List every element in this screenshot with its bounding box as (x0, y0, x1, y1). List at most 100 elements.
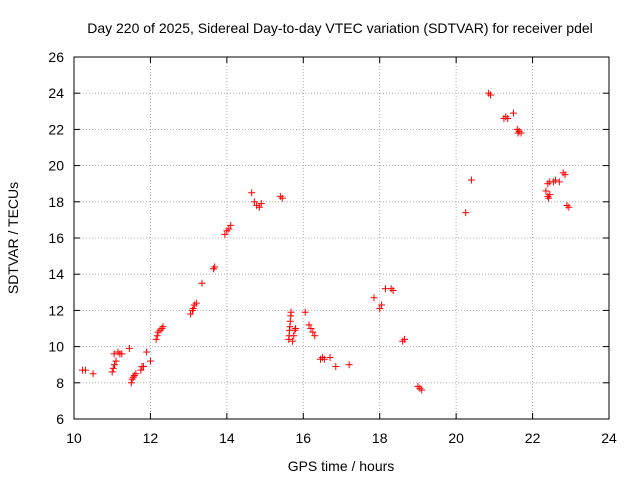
data-point (318, 353, 326, 361)
data-point (292, 325, 300, 332)
data-point (227, 221, 235, 229)
data-point (504, 115, 512, 123)
data-point (370, 294, 378, 302)
data-point (376, 305, 384, 313)
data-point (416, 384, 424, 392)
data-point (278, 194, 286, 202)
data-point (401, 335, 409, 343)
y-tick-label: 20 (48, 158, 64, 174)
axis-ticks: 10 12 14 16 18 20 22 24 6 8 10 12 14 16 18 20 22 24 26 (48, 49, 617, 446)
data-point (192, 299, 200, 307)
data-point (502, 113, 510, 121)
data-point (143, 348, 151, 356)
data-point (546, 191, 554, 199)
data-point (225, 225, 233, 233)
data-point (198, 279, 206, 287)
data-point (399, 337, 407, 345)
data-point (289, 337, 297, 345)
data-point (513, 125, 521, 133)
data-point (332, 363, 340, 371)
data-point (114, 348, 122, 356)
data-point (140, 363, 148, 371)
data-point (389, 286, 397, 294)
data-point (137, 366, 145, 374)
y-tick-label: 18 (48, 194, 64, 210)
x-tick-label: 22 (525, 430, 541, 446)
data-point (467, 176, 475, 184)
data-point (542, 187, 550, 195)
data-point (291, 326, 299, 334)
plot-frame (73, 56, 610, 420)
data-point (509, 109, 517, 117)
y-axis-label: SDTVAR / TECUs (5, 182, 21, 294)
x-tick-label: 14 (219, 430, 235, 446)
y-tick-label: 16 (48, 230, 64, 246)
gridlines (74, 57, 609, 419)
data-point (108, 368, 116, 376)
data-point (309, 328, 317, 336)
data-point (345, 361, 353, 369)
data-point (129, 373, 137, 381)
data-point (555, 178, 563, 186)
x-tick-label: 16 (295, 430, 311, 446)
data-point (158, 325, 166, 332)
y-tick-label: 10 (48, 339, 64, 355)
y-tick-label: 6 (56, 411, 64, 427)
x-tick-label: 12 (143, 430, 159, 446)
data-point (109, 364, 117, 372)
x-tick-label: 10 (66, 430, 82, 446)
data-point (132, 370, 140, 378)
data-point (153, 332, 161, 340)
data-points (78, 89, 573, 394)
data-point (378, 301, 386, 309)
data-point (257, 200, 265, 208)
data-point (250, 198, 258, 206)
data-point (223, 227, 231, 235)
data-point (128, 375, 136, 383)
x-axis-label: GPS time / hours (288, 458, 395, 474)
data-point (565, 203, 573, 211)
data-point (485, 89, 493, 97)
data-point (159, 323, 167, 331)
data-point (544, 180, 552, 188)
data-point (552, 176, 559, 184)
data-point (209, 265, 217, 273)
y-tick-label: 12 (48, 302, 64, 318)
data-point (127, 379, 135, 387)
x-tick-label: 18 (372, 430, 388, 446)
data-point (276, 192, 284, 200)
data-point (414, 382, 422, 390)
data-point (188, 306, 196, 314)
data-point (301, 308, 309, 316)
data-point (81, 366, 89, 374)
y-tick-label: 8 (56, 375, 64, 391)
data-point (154, 328, 162, 336)
x-tick-label: 24 (601, 430, 617, 446)
data-point (320, 355, 328, 363)
data-point (305, 321, 313, 329)
data-point (187, 310, 195, 318)
y-tick-label: 14 (48, 266, 64, 282)
data-point (125, 344, 133, 352)
data-point (307, 325, 315, 332)
data-point (221, 230, 229, 238)
y-tick-label: 24 (48, 85, 64, 101)
data-point (545, 194, 553, 202)
data-point (326, 353, 334, 361)
data-point (146, 357, 154, 365)
data-point (462, 209, 470, 217)
data-point (544, 192, 552, 200)
data-point (561, 171, 569, 179)
data-point (487, 91, 495, 99)
data-point (152, 335, 160, 343)
data-point (311, 332, 319, 340)
data-point (190, 301, 198, 309)
data-point (515, 127, 523, 135)
chart-title: Day 220 of 2025, Sidereal Day-to-day VTE… (87, 20, 593, 36)
y-tick-label: 22 (48, 121, 64, 137)
data-point (211, 263, 219, 271)
data-point (118, 350, 126, 358)
data-point (255, 203, 263, 211)
data-point (112, 357, 120, 365)
